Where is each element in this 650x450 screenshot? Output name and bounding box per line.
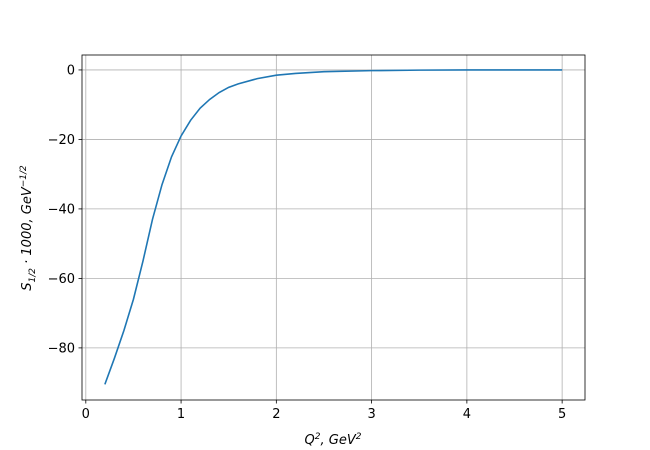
y-tick-label: −60 — [48, 272, 75, 287]
x-axis-label: Q2, GeV2 — [305, 432, 362, 448]
y-tick-label: 0 — [67, 63, 75, 78]
x-tick-label: 4 — [463, 407, 471, 422]
x-tick-label: 0 — [82, 407, 90, 422]
y-tick-label: −40 — [48, 202, 75, 217]
plot-frame — [81, 54, 586, 401]
x-tick-label: 1 — [177, 407, 185, 422]
x-label-part: 2 — [356, 432, 362, 442]
x-tick-label: 3 — [367, 407, 375, 422]
y-label-part: · 1000, GeV — [20, 186, 35, 268]
y-label-part: −1/2 — [19, 165, 29, 187]
x-label-part: Q — [305, 433, 315, 448]
y-label-part: 1/2 — [28, 268, 38, 283]
x-tick-label: 2 — [272, 407, 280, 422]
x-label-part: 2 — [315, 432, 321, 442]
y-tick-label: −20 — [48, 133, 75, 148]
y-label-part: S — [20, 282, 35, 290]
y-axis-label: S1/2 · 1000, GeV−1/2 — [19, 165, 38, 291]
line-series — [104, 69, 563, 385]
y-tick-label: −80 — [48, 341, 75, 356]
x-tick-label: 5 — [558, 407, 566, 422]
x-label-part: , GeV — [321, 433, 357, 448]
